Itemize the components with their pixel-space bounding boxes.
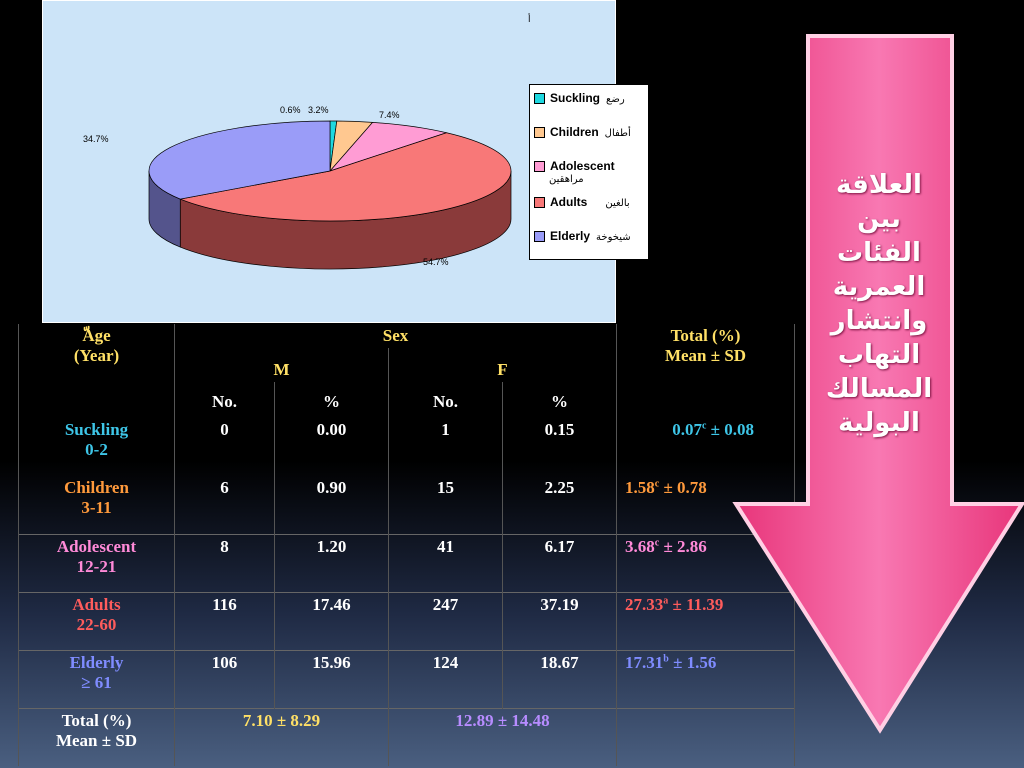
legend-swatch [534, 127, 545, 139]
pie-data-label-elderly: 34.7% [83, 134, 109, 144]
total-header: Total (%) Mean ± SD [616, 324, 795, 382]
subheader-row: No. % No. % [18, 382, 795, 418]
chart-legend: Suckling رضع Children أطفال Adolescent مرا… [529, 84, 649, 260]
age-group-cell: Adults 22-60 [18, 591, 175, 650]
f-no-cell: 41 [388, 533, 503, 592]
header-row-2: M F [19, 348, 795, 382]
sex-header: Sex [174, 324, 617, 348]
header-row-1: ّAge (Year) Sex Total (%) Mean ± SD [18, 324, 795, 382]
f-pct-cell: 2.25 [502, 476, 617, 534]
table-row: Children 3-11 6 0.90 15 2.25 1.58c ± 0.78 [18, 476, 795, 534]
legend-item-adults: Adults بالغين [534, 195, 648, 211]
arrow-line: التهاب [837, 340, 921, 370]
arrow-line: العلاقة [836, 170, 922, 200]
arrow-body [732, 34, 1024, 734]
mean-sd-cell: 0.07c ± 0.08 [616, 418, 795, 476]
arrow-line: البولية [838, 408, 920, 438]
f-no-header: No. [388, 382, 503, 418]
arrow-line: المسالك [825, 374, 933, 404]
age-group-cell: Elderly ≥ 61 [18, 649, 175, 708]
empty-cell [616, 707, 795, 766]
arrow-line: وانتشار [830, 306, 928, 336]
legend-label-ar: بالغين [605, 198, 630, 209]
legend-label-ar: أطفال [604, 128, 631, 139]
legend-item-adolescent: Adolescent مراهقين [534, 159, 648, 187]
f-pct-header: % [502, 382, 617, 418]
legend-item-elderly: Elderly شيخوخة [534, 229, 648, 245]
age-group-cell: Adolescent 12-21 [18, 533, 175, 592]
f-pct-cell: 6.17 [502, 533, 617, 592]
arrow-line: الفئات [837, 238, 921, 268]
f-no-cell: 247 [388, 591, 503, 650]
arrow-line: العمرية [832, 272, 926, 302]
pie-chart: 0.6% 3.2% 7.4% 54.7% 34.7% [83, 105, 512, 270]
m-pct-header: % [274, 382, 389, 418]
table-row: Adults 22-60 116 17.46 247 37.19 27.33a ±… [18, 591, 795, 650]
m-no-cell: 116 [174, 591, 275, 650]
total-m-cell: 7.10 ± 8.29 [174, 707, 389, 766]
f-pct-cell: 18.67 [502, 649, 617, 708]
total-label-cell: Total (%) Mean ± SD [18, 707, 175, 766]
m-pct-cell: 0.90 [274, 476, 389, 534]
table-row: Suckling 0-2 0 0.00 1 0.15 0.07c ± 0.08 [18, 418, 795, 476]
legend-swatch [534, 161, 545, 173]
age-sex-table: ّAge (Year) Sex Total (%) Mean ± SD M F No… [18, 324, 795, 766]
table-row: Elderly ≥ 61 106 15.96 124 18.67 17.31b ±… [18, 649, 795, 708]
f-no-cell: 15 [388, 476, 503, 534]
chart-title: أ [528, 15, 531, 25]
legend-item-children: Children أطفال [534, 125, 648, 141]
age-header: ّAge (Year) [18, 324, 175, 382]
pie-chart-panel: 0.6% 3.2% 7.4% 54.7% 34.7% أ Suckling رضع Chi… [42, 0, 649, 323]
mean-sd-cell: 17.31b ± 1.56 [616, 649, 795, 708]
table-row: Adolescent 12-21 8 1.20 41 6.17 3.68c ± 2… [18, 533, 795, 592]
f-no-cell: 1 [388, 418, 503, 476]
legend-label-ar: مراهقين [549, 174, 584, 185]
legend-label-en: Adults [550, 195, 588, 209]
legend-label-ar: شيخوخة [596, 232, 631, 243]
empty-cell [18, 382, 175, 418]
female-header: F [388, 348, 617, 382]
legend-label-en: Children [550, 125, 599, 139]
legend-label-en: Adolescent [550, 159, 615, 173]
arrow-caption: العلاقة بين الفئات العمرية وانتشار التها… [806, 168, 952, 440]
m-no-header: No. [174, 382, 275, 418]
m-no-cell: 0 [174, 418, 275, 476]
legend-swatch [534, 197, 545, 209]
legend-swatch [534, 93, 545, 105]
m-no-cell: 8 [174, 533, 275, 592]
m-no-cell: 106 [174, 649, 275, 708]
m-pct-cell: 17.46 [274, 591, 389, 650]
pie-data-label-adolescent: 7.4% [379, 110, 400, 120]
legend-item-suckling: Suckling رضع [534, 91, 648, 107]
legend-label-ar: رضع [606, 94, 625, 105]
m-pct-cell: 15.96 [274, 649, 389, 708]
pie-slice-adults [179, 132, 512, 222]
legend-label-en: Suckling [550, 91, 601, 105]
f-pct-cell: 0.15 [502, 418, 617, 476]
mean-sd-cell: 27.33a ± 11.39 [616, 591, 795, 650]
pie-data-label-children: 3.2% [308, 105, 329, 115]
total-row: Total (%) Mean ± SD 7.10 ± 8.29 12.89 ± 1… [18, 707, 795, 766]
age-group-cell: Children 3-11 [18, 476, 175, 534]
legend-swatch [534, 231, 545, 243]
m-pct-cell: 1.20 [274, 533, 389, 592]
down-arrow-shape [732, 34, 1024, 734]
age-group-cell: Suckling 0-2 [18, 418, 175, 476]
pie-data-label-adults: 54.7% [423, 257, 449, 267]
f-pct-cell: 37.19 [502, 591, 617, 650]
pie-data-label-suckling: 0.6% [280, 105, 301, 115]
legend-label-en: Elderly [550, 229, 591, 243]
m-pct-cell: 0.00 [274, 418, 389, 476]
male-header: M [174, 348, 389, 382]
empty-cell [616, 382, 795, 418]
m-no-cell: 6 [174, 476, 275, 534]
pie-slice-elderly [148, 120, 331, 200]
f-no-cell: 124 [388, 649, 503, 708]
arrow-line: بين [857, 204, 901, 234]
total-f-cell: 12.89 ± 14.48 [388, 707, 617, 766]
